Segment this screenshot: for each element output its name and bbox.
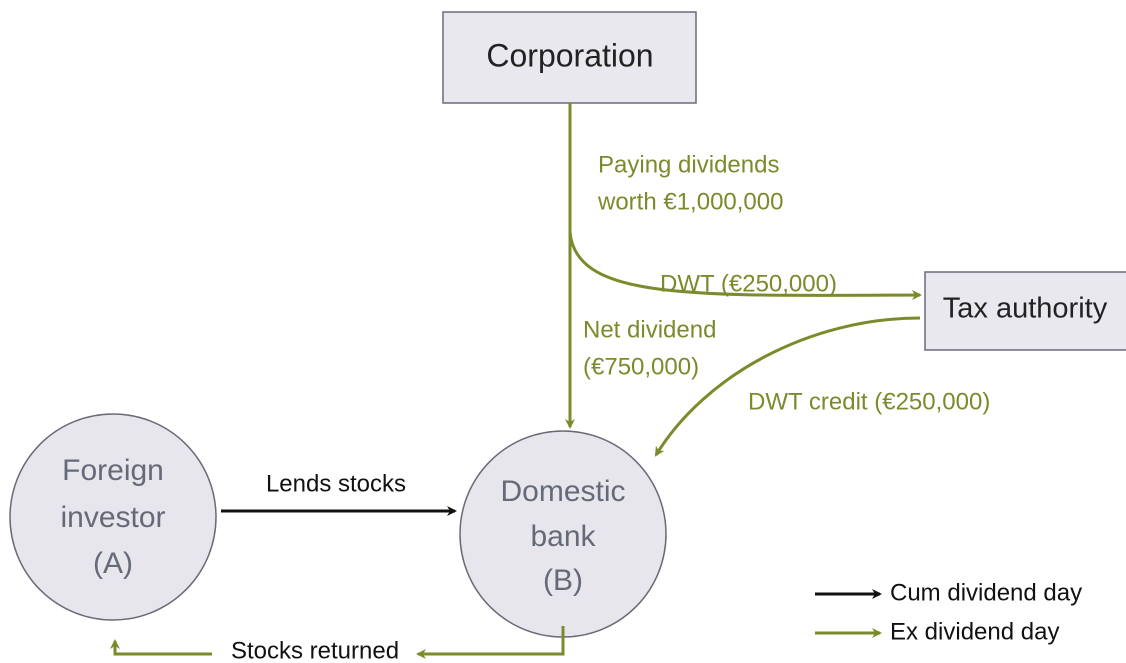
foreign-investor-circle — [9, 413, 217, 621]
edge-label: DWT (€250,000) — [660, 270, 837, 297]
edge-label: (€750,000) — [583, 353, 699, 380]
edge-label: Stocks returned — [231, 637, 399, 663]
edge-label: Net dividend — [583, 316, 716, 343]
dwt-arrow — [568, 231, 922, 301]
tax-authority-box — [924, 271, 1126, 351]
dwt-credit-arrow — [654, 316, 921, 457]
edge-label: Paying dividends — [598, 151, 779, 178]
foreign-investor-label: Foreign — [62, 454, 164, 487]
returned-arrow — [110, 639, 212, 656]
edge-label: Lends stocks — [266, 470, 406, 497]
legend-label: Cum dividend day — [890, 579, 1082, 606]
edge-label: worth €1,000,000 — [597, 188, 783, 215]
domestic-bank-label: Domestic — [500, 475, 625, 508]
domestic-bank-label: bank — [530, 520, 596, 553]
edge-label: DWT credit (€250,000) — [748, 388, 990, 415]
foreign-investor-label: investor — [60, 501, 165, 534]
corporation-label: Corporation — [486, 37, 653, 73]
corporation-box — [442, 11, 697, 104]
legend-label: Ex dividend day — [890, 618, 1059, 645]
tax-authority-label: Tax authority — [943, 293, 1108, 325]
domestic-bank-label: (B) — [543, 564, 583, 597]
returned-arrow — [416, 626, 565, 659]
foreign-investor-label: (A) — [93, 547, 133, 580]
